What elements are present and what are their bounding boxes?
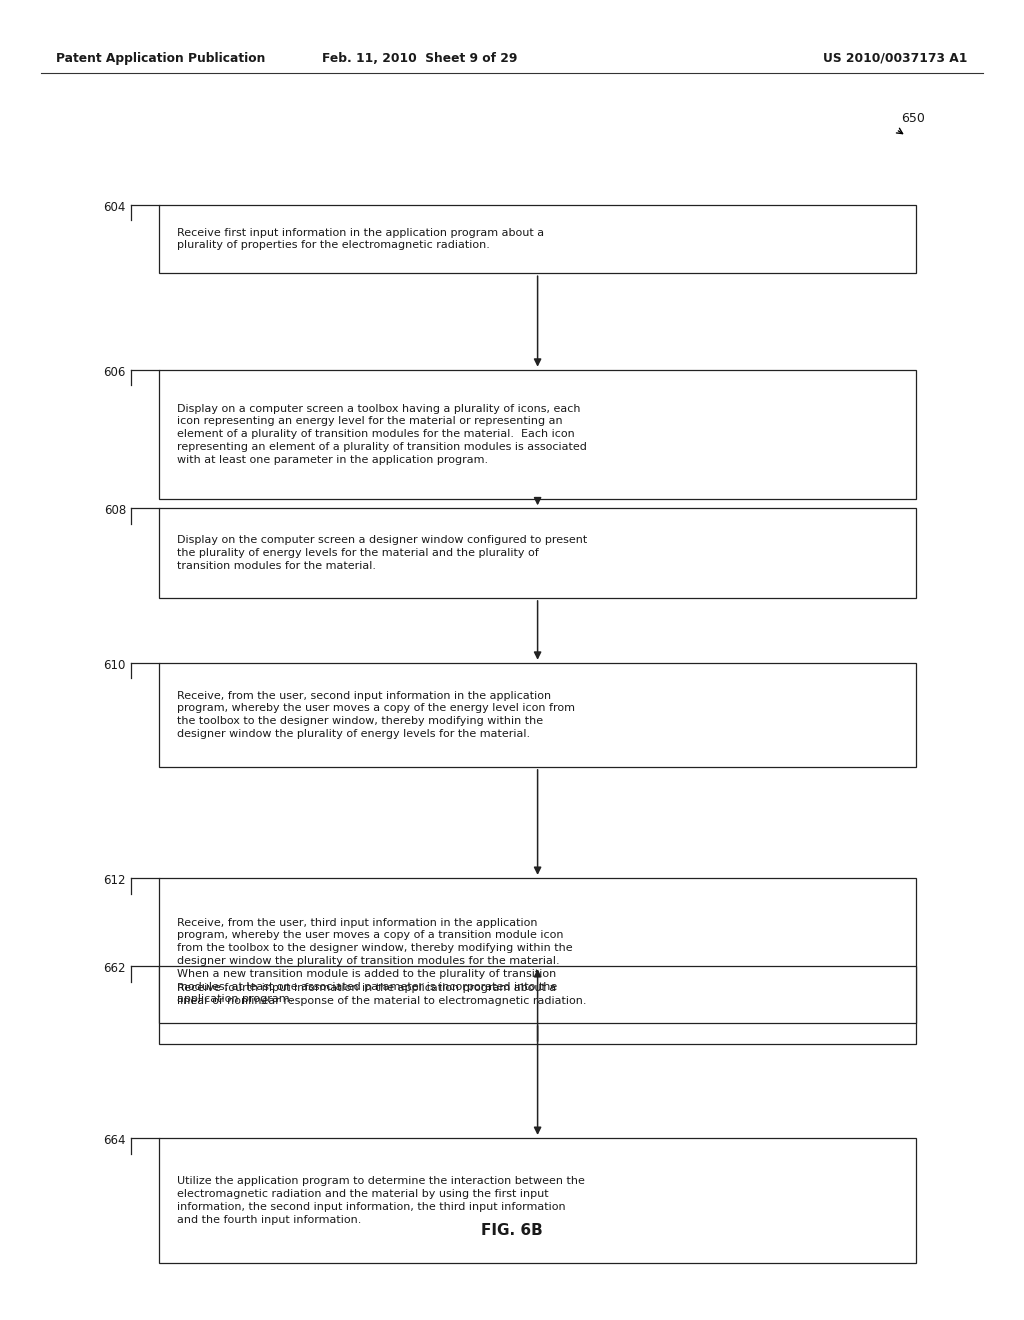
Text: Patent Application Publication: Patent Application Publication (56, 51, 265, 65)
Bar (159, 878, 916, 1044)
Bar (159, 508, 916, 598)
Text: 610: 610 (103, 659, 126, 672)
Text: 608: 608 (103, 504, 126, 517)
Text: 604: 604 (103, 201, 126, 214)
Text: 664: 664 (103, 1134, 126, 1147)
Bar (159, 663, 916, 767)
Text: 662: 662 (103, 962, 126, 975)
Text: FIG. 6B: FIG. 6B (481, 1222, 543, 1238)
Text: Display on the computer screen a designer window configured to present
the plura: Display on the computer screen a designe… (177, 536, 588, 570)
Text: US 2010/0037173 A1: US 2010/0037173 A1 (823, 51, 968, 65)
Text: 606: 606 (103, 366, 126, 379)
Text: Receive fourth input information in the application program about a
linear or no: Receive fourth input information in the … (177, 983, 587, 1006)
Bar (159, 205, 916, 273)
Text: Feb. 11, 2010  Sheet 9 of 29: Feb. 11, 2010 Sheet 9 of 29 (323, 51, 517, 65)
Bar (159, 1138, 916, 1263)
Bar (159, 966, 916, 1023)
Text: Receive first input information in the application program about a
plurality of : Receive first input information in the a… (177, 227, 545, 251)
Text: 650: 650 (901, 112, 925, 125)
Text: Receive, from the user, second input information in the application
program, whe: Receive, from the user, second input inf… (177, 690, 575, 739)
Text: 612: 612 (103, 874, 126, 887)
Bar (159, 370, 916, 499)
Text: Receive, from the user, third input information in the application
program, wher: Receive, from the user, third input info… (177, 917, 572, 1005)
Text: Utilize the application program to determine the interaction between the
electro: Utilize the application program to deter… (177, 1176, 585, 1225)
Text: Display on a computer screen a toolbox having a plurality of icons, each
icon re: Display on a computer screen a toolbox h… (177, 404, 587, 465)
